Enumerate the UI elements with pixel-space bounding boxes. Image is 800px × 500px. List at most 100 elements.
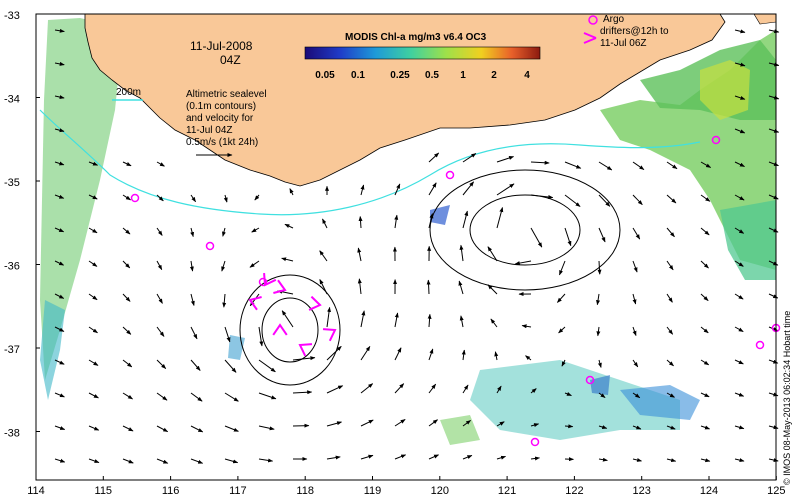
credit-text: © IMOS 08-May-2013 06:02:34 Hobart time [782,311,792,485]
velocity-arrow [190,293,195,306]
velocity-arrow [632,326,637,337]
velocity-arrow [632,260,638,273]
eddy-west [239,274,341,386]
velocity-arrow [122,260,131,269]
velocity-arrow [462,210,469,229]
x-tick-label: 123 [633,485,651,497]
velocity-arrow [54,458,66,463]
argo-float-marker [585,375,595,385]
velocity-arrow [254,194,260,201]
velocity-arrow [222,227,226,237]
velocity-arrow [666,293,673,303]
drifter-chevron [322,328,337,342]
velocity-arrow [156,326,165,337]
velocity-arrow [284,223,294,229]
velocity-arrow [632,392,641,399]
map-time: 04Z [220,53,241,67]
colorbar-ticks: 0.05 0.1 0.25 0.5 1 2 4 [315,70,530,81]
velocity-arrow [666,326,674,335]
velocity-arrow [487,246,498,262]
velocity-arrow [88,194,98,200]
velocity-arrow [258,425,275,431]
velocity-arrow [156,425,169,433]
colorbar-tick-label: 0.1 [351,70,365,81]
drifter-chevron [272,323,288,336]
velocity-arrow [190,359,201,371]
velocity-arrow [530,160,550,165]
velocity-arrow [734,62,746,67]
velocity-arrow [632,293,637,305]
velocity-arrow [88,359,99,366]
velocity-arrow [530,423,540,428]
velocity-arrow [88,326,98,334]
argo-float-marker [130,193,140,203]
velocity-arrow [394,383,405,394]
argo-legend-line-2: drifters@12h to [600,26,669,37]
velocity-arrow [597,359,602,368]
velocity-arrow [258,392,277,400]
velocity-arrow [224,359,237,373]
velocity-arrow [156,260,163,271]
sealevel-note-line-4: 11-Jul 04Z [186,125,233,136]
velocity-arrow [281,310,294,328]
y-tick-label: -33 [4,10,20,22]
velocity-arrow [326,306,332,328]
x-tick-label: 119 [364,485,382,497]
velocity-arrow [122,227,131,235]
velocity-arrow [494,351,499,361]
argo-float-marker [755,340,765,350]
velocity-arrow [190,425,204,433]
velocity-arrow [734,29,746,34]
velocity-arrow [54,326,65,332]
velocity-arrow [462,384,469,394]
velocity-arrow [394,419,406,427]
velocity-arrow [258,326,264,347]
velocity-arrow [88,293,98,301]
velocity-arrow [666,194,677,204]
argo-legend: Argo drifters@12h to 11-Jul 06Z [583,14,669,49]
velocity-arrow [666,161,678,170]
velocity-arrow [122,359,133,368]
velocity-arrow [598,227,606,243]
velocity-arrow [156,194,164,202]
velocity-arrow [734,128,746,134]
velocity-arrow [558,326,566,334]
velocity-arrow [666,425,676,430]
velocity-arrow [564,392,572,397]
x-tick-label: 117 [229,485,247,497]
velocity-arrow [768,128,780,133]
velocity-arrow [462,454,473,460]
velocity-arrow [156,359,167,369]
sealevel-note: Altimetric sealevel (0.1m contours) and … [186,89,267,157]
argo-float-marker [530,437,540,447]
velocity-arrow [319,250,328,262]
velocity-arrow [564,227,572,247]
velocity-arrow [596,293,600,306]
velocity-arrow [496,421,505,427]
velocity-arrow [394,347,402,361]
velocity-arrow [326,455,341,460]
velocity-arrow [190,392,203,402]
sealevel-note-line-1: Altimetric sealevel [186,89,267,100]
velocity-arrow [189,260,194,272]
velocity-arrow [666,392,675,398]
velocity-arrow [459,244,464,262]
velocity-arrow [122,194,131,201]
velocity-arrow [462,419,471,427]
x-tick-label: 122 [565,485,583,497]
velocity-arrow [598,457,608,462]
velocity-arrow [496,455,507,460]
velocity-arrow [54,392,65,398]
velocity-arrow [360,310,366,328]
land-australia [84,13,726,187]
velocity-arrow [360,383,374,394]
velocity-arrow [190,194,196,203]
velocity-arrow [530,227,543,248]
velocity-arrow [496,156,515,163]
colorbar-tick-label: 0.5 [425,70,439,81]
argo-legend-icon [588,15,598,25]
velocity-arrow [88,392,99,399]
velocity-arrow [666,260,674,271]
velocity-arrow [54,260,65,266]
colorbar-tick-label: 1 [460,70,466,81]
